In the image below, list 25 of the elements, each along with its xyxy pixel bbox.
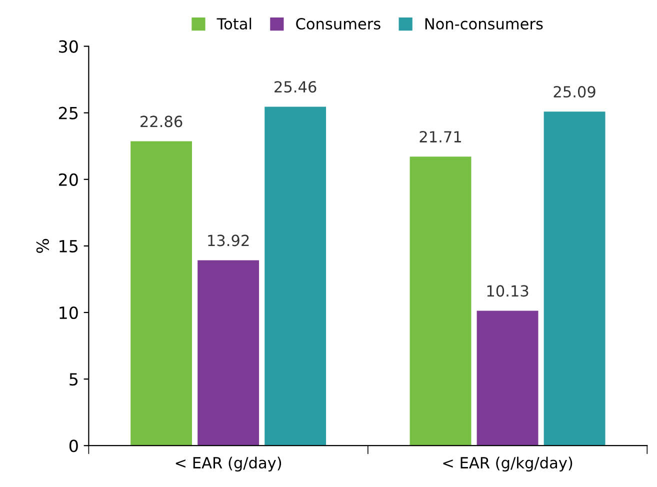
data-label: 25.09 — [554, 86, 596, 98]
y-axis-title: % — [36, 238, 49, 253]
x-tick-label: < EAR (g/day) — [176, 456, 282, 472]
legend-label: Total — [216, 18, 252, 30]
bar — [130, 141, 192, 446]
y-tick-label: 20 — [58, 173, 78, 186]
data-label: 22.86 — [140, 116, 182, 128]
bar — [410, 156, 472, 446]
data-label: 10.13 — [487, 285, 528, 297]
y-tick-label: 30 — [59, 40, 78, 53]
y-tick-label: 25 — [58, 106, 78, 120]
bar — [198, 260, 260, 446]
bar — [264, 106, 326, 446]
data-label: 13.92 — [208, 234, 249, 246]
legend-label: Non-consumers — [425, 18, 543, 30]
y-tick-label: 10 — [60, 306, 78, 320]
data-label: 21.71 — [420, 130, 461, 142]
y-tick-label: 0 — [69, 440, 78, 452]
bar — [476, 310, 538, 446]
y-tick-label: 15 — [60, 240, 78, 253]
data-label: 25.46 — [274, 81, 316, 93]
bar — [544, 112, 606, 446]
y-tick-label: 5 — [70, 373, 78, 386]
x-tick-label: < EAR (g/kg/day) — [443, 456, 572, 472]
legend-label: Consumers — [296, 18, 380, 30]
